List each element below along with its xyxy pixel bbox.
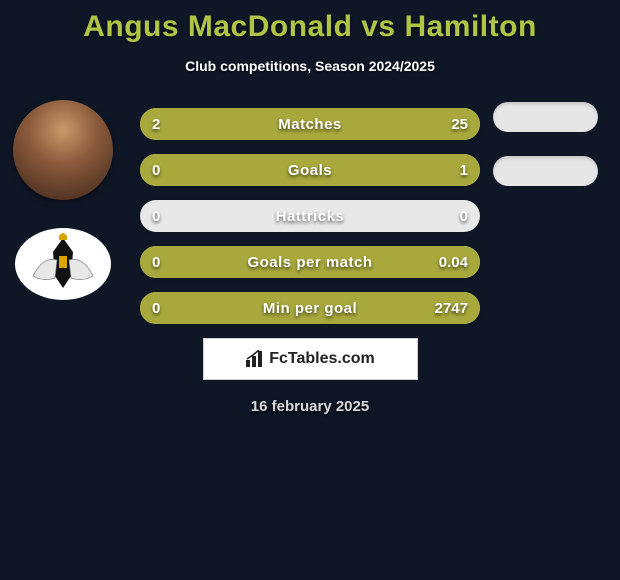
- stat-label: Goals per match: [140, 246, 480, 278]
- stats-card: Angus MacDonald vs Hamilton Club competi…: [0, 0, 620, 415]
- crest-icon: [13, 226, 113, 302]
- stat-label: Matches: [140, 108, 480, 140]
- opponent-pill: [493, 156, 598, 186]
- stat-label: Hattricks: [140, 200, 480, 232]
- player-avatar: [13, 100, 113, 200]
- bars-icon: [245, 350, 265, 368]
- stat-label: Min per goal: [140, 292, 480, 324]
- right-opponent-pills: [490, 102, 600, 186]
- stat-label: Goals: [140, 154, 480, 186]
- stat-row: 00Hattricks: [140, 200, 480, 232]
- club-crest: [13, 224, 113, 304]
- date-line: 16 february 2025: [0, 398, 620, 415]
- stat-row: 00.04Goals per match: [140, 246, 480, 278]
- opponent-pill: [493, 102, 598, 132]
- stat-row: 225Matches: [140, 108, 480, 140]
- brand-badge[interactable]: FcTables.com: [203, 338, 418, 380]
- brand-label: FcTables.com: [269, 350, 375, 368]
- stat-row: 01Goals: [140, 154, 480, 186]
- left-portraits: [8, 100, 118, 304]
- subtitle: Club competitions, Season 2024/2025: [0, 58, 620, 74]
- stat-row: 02747Min per goal: [140, 292, 480, 324]
- page-title: Angus MacDonald vs Hamilton: [0, 10, 620, 44]
- stats-area: 225Matches 01Goals 00Hattricks 00.04Goals p…: [0, 108, 620, 324]
